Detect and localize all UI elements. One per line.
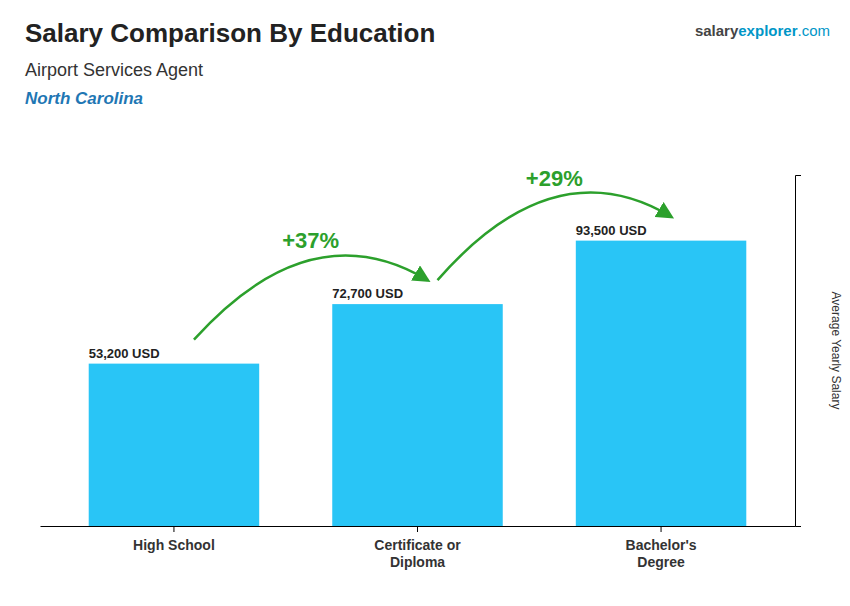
chart: Salary Comparison By Education Airport Se…	[0, 0, 850, 606]
x-tick-mark	[417, 526, 418, 532]
data-label: 93,500 USD	[576, 223, 647, 238]
x-tick-label-line: Degree	[637, 554, 685, 570]
pct-arrow	[194, 256, 428, 340]
subtitle: Airport Services Agent	[25, 60, 203, 80]
x-tick-label: High School	[133, 537, 215, 553]
x-tick-label: Bachelor'sDegree	[626, 537, 697, 570]
bar	[576, 241, 746, 526]
x-tick: High School	[133, 526, 215, 553]
x-tick-label-line: Bachelor's	[626, 537, 697, 553]
y-axis-line	[796, 176, 802, 527]
bar	[89, 364, 259, 526]
source-part: .com	[797, 22, 830, 39]
source-part: salary	[695, 22, 739, 39]
x-tick-mark	[173, 526, 174, 532]
title: Salary Comparison By Education	[25, 18, 435, 48]
source-part: explorer	[738, 22, 797, 39]
data-labels: 53,200 USD 72,700 USD 93,500 USD	[89, 223, 647, 361]
y-axis-title: Average Yearly Salary	[829, 292, 843, 410]
pct-label: +29%	[526, 165, 583, 190]
annotations: +37% +29%	[194, 165, 671, 339]
x-tick: Certificate orDiploma	[374, 526, 461, 570]
x-tick: Bachelor'sDegree	[626, 526, 697, 570]
y-axis	[796, 176, 802, 527]
pct-label: +37%	[282, 228, 339, 253]
x-tick-label-line: High School	[133, 537, 215, 553]
bar	[332, 304, 502, 526]
source: salaryexplorer.com	[695, 22, 830, 39]
plot: High School Certificate orDiploma Bachelor…	[41, 165, 802, 569]
x-tick-label-line: Diploma	[390, 554, 445, 570]
data-label: 72,700 USD	[332, 286, 403, 301]
subtitle: North Carolina	[25, 89, 143, 108]
pct-arrow	[438, 193, 672, 281]
bars	[89, 241, 747, 526]
data-label: 53,200 USD	[89, 346, 160, 361]
x-tick-label-line: Certificate or	[374, 537, 461, 553]
x-axis: High School Certificate orDiploma Bachelor…	[41, 526, 796, 570]
x-tick-label: Certificate orDiploma	[374, 537, 461, 570]
x-tick-mark	[661, 526, 662, 532]
